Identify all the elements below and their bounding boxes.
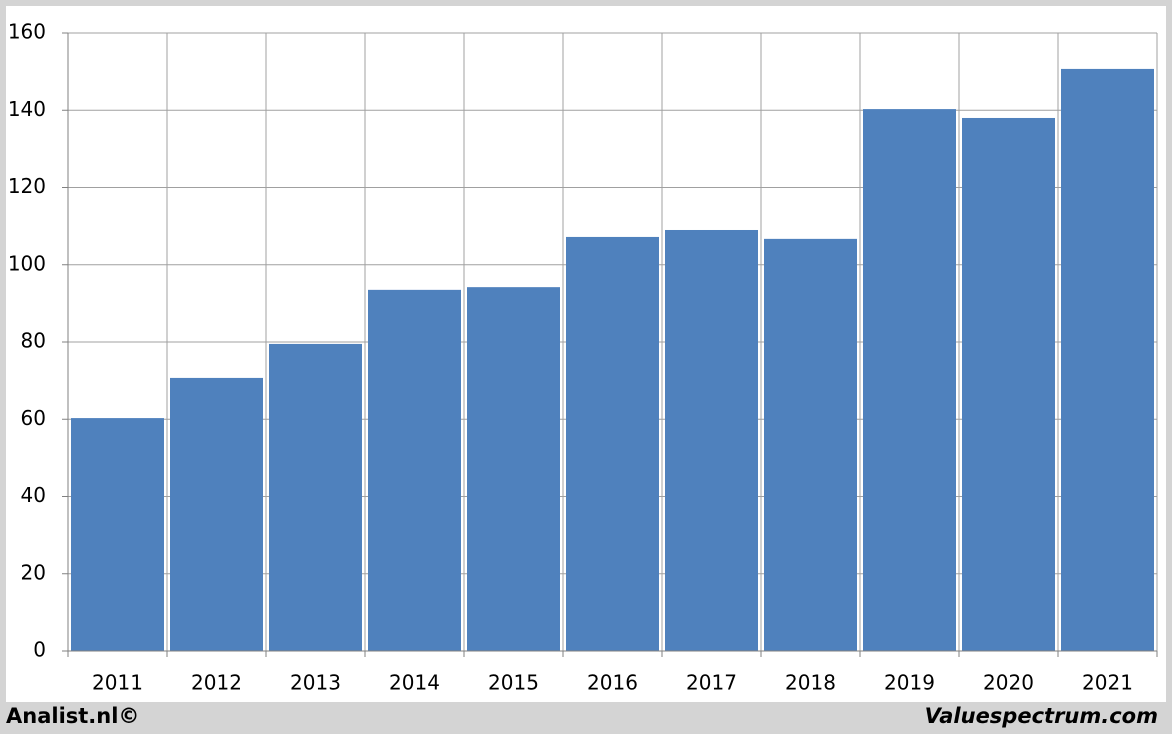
y-tick-label: 40 (21, 483, 46, 507)
x-tick-label: 2014 (389, 671, 440, 695)
footer-right: Valuespectrum.com (925, 704, 1158, 728)
y-tick-label: 0 (33, 638, 46, 662)
bar (1061, 68, 1154, 651)
bar (863, 109, 956, 651)
bar (170, 377, 263, 651)
y-tick-label: 20 (21, 560, 46, 584)
bar (566, 236, 659, 651)
bar (71, 418, 164, 651)
bar (764, 238, 857, 651)
x-tick-label: 2015 (488, 671, 539, 695)
y-tick-label: 80 (21, 329, 46, 353)
x-tick-label: 2020 (983, 671, 1034, 695)
bar (665, 229, 758, 652)
footer-left: Analist.nl© (6, 704, 139, 728)
y-tick-label: 120 (8, 174, 46, 198)
x-tick-label: 2017 (686, 671, 737, 695)
x-tick-label: 2011 (92, 671, 143, 695)
bar (269, 343, 362, 651)
x-tick-label: 2019 (884, 671, 935, 695)
y-tick-label: 60 (21, 406, 46, 430)
bar (368, 289, 461, 651)
bar (962, 117, 1055, 652)
y-tick-label: 100 (8, 251, 46, 275)
y-tick-label: 160 (8, 20, 46, 44)
x-tick-label: 2018 (785, 671, 836, 695)
x-tick-label: 2013 (290, 671, 341, 695)
y-tick-label: 140 (8, 97, 46, 121)
x-tick-label: 2016 (587, 671, 638, 695)
x-tick-label: 2012 (191, 671, 242, 695)
x-tick-label: 2021 (1082, 671, 1133, 695)
bar (467, 287, 560, 651)
